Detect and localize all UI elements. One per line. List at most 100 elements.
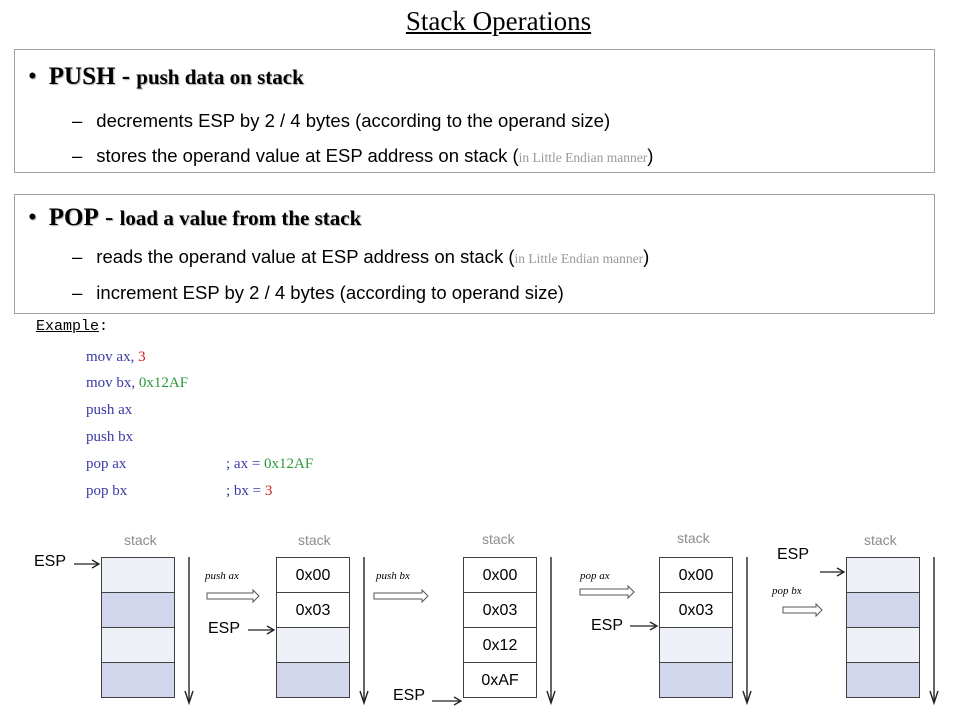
stack-cell: 0xAF: [463, 662, 537, 698]
stack-label: stack: [864, 532, 897, 548]
code-operand: ax: [118, 402, 133, 418]
code-instruction: pop: [86, 456, 113, 472]
code-comment-text: ; bx =: [226, 483, 265, 499]
push-heading: • PUSH - push data on stack: [28, 63, 304, 91]
code-value: 3: [138, 349, 146, 365]
operation-label: push ax: [205, 570, 239, 582]
code-comment-value: 0x12AF: [264, 456, 314, 472]
operation-arrow-icon: [373, 588, 429, 604]
code-line: pop bx ; bx = 3: [86, 483, 272, 500]
arrowhead-icon: [453, 696, 463, 706]
example-label: Example:: [36, 318, 108, 335]
stack-cell: [101, 662, 175, 698]
pop-line-1-close: ): [643, 246, 650, 267]
stack-cell: 0x03: [463, 592, 537, 628]
operation-label: push bx: [376, 570, 410, 582]
push-separator: -: [115, 63, 137, 90]
pop-heading: • POP - load a value from the stack: [28, 204, 361, 232]
esp-label: ESP: [393, 687, 426, 704]
code-instruction: push: [86, 402, 119, 418]
stack-label: stack: [482, 531, 515, 547]
stack-cell: [659, 662, 733, 698]
stack-cell: [101, 557, 175, 593]
code-value: 0x12AF: [138, 375, 189, 391]
arrowhead-icon: [742, 690, 752, 706]
stack-cell: [846, 662, 920, 698]
pop-line-1-note: in Little Endian manner: [514, 251, 644, 266]
stack-cell: [276, 662, 350, 698]
pop-section-box: [14, 194, 935, 314]
code-instruction: mov: [86, 375, 117, 391]
dash-icon: –: [72, 282, 83, 303]
pop-line-2: – increment ESP by 2 / 4 bytes (according…: [72, 282, 564, 304]
pop-line-1-text: reads the operand value at ESP address o…: [96, 246, 515, 267]
push-line-1: – decrements ESP by 2 / 4 bytes (accordin…: [72, 110, 610, 132]
example-label-text: Example: [36, 318, 100, 335]
page-title: Stack Operations: [405, 6, 592, 36]
esp-label: ESP: [34, 553, 67, 570]
stack-label: stack: [124, 532, 157, 548]
stack-cell: 0x03: [659, 592, 733, 628]
dash-icon: –: [72, 110, 83, 131]
push-line-2-note: in Little Endian manner: [518, 150, 648, 165]
esp-label: ESP: [208, 620, 241, 637]
arrowhead-icon: [649, 621, 659, 631]
stack-cell: [276, 627, 350, 663]
push-keyword: PUSH: [48, 63, 116, 90]
code-instruction: push: [86, 429, 119, 445]
arrowhead-icon: [359, 690, 369, 706]
operation-label: pop ax: [580, 570, 610, 582]
operation-arrow-icon: [782, 602, 823, 618]
arrowhead-icon: [929, 690, 939, 706]
pop-separator: -: [98, 204, 120, 231]
code-line: mov bx, 0x12AF: [86, 375, 188, 392]
code-line: mov ax, 3: [86, 349, 146, 366]
code-line: pop ax ; ax = 0x12AF: [86, 456, 313, 473]
stack-cell: [846, 557, 920, 593]
push-section-box: [14, 49, 935, 173]
arrowhead-icon: [266, 625, 276, 635]
example-label-colon: :: [99, 318, 109, 335]
stack-cell: 0x00: [463, 557, 537, 593]
stack-cell: [659, 627, 733, 663]
arrowhead-icon: [184, 690, 194, 706]
push-line-2-close: ): [647, 145, 654, 166]
code-line: push ax: [86, 402, 132, 419]
code-operand: ax: [112, 456, 127, 472]
code-instruction: pop: [86, 483, 113, 499]
stack-label: stack: [298, 532, 331, 548]
bullet-icon: •: [28, 63, 37, 90]
code-operand: ax,: [116, 349, 139, 365]
stack-cell: [846, 627, 920, 663]
stack-cell: 0x00: [276, 557, 350, 593]
push-line-1-text: decrements ESP by 2 / 4 bytes (according…: [96, 110, 611, 131]
dash-icon: –: [72, 145, 83, 166]
code-comment-value: 3: [264, 483, 273, 499]
code-comment: ; ax = 0x12AF: [226, 456, 313, 473]
code-comment: ; bx = 3: [226, 483, 272, 500]
push-description: push data on stack: [136, 65, 304, 89]
arrowhead-icon: [836, 567, 846, 577]
operation-arrow-icon: [579, 584, 635, 600]
stack-label: stack: [677, 530, 710, 546]
stack-cell: 0x03: [276, 592, 350, 628]
pop-line-2-text: increment ESP by 2 / 4 bytes (according …: [96, 282, 564, 303]
push-line-2-text: stores the operand value at ESP address …: [96, 145, 519, 166]
pop-description: load a value from the stack: [119, 206, 362, 230]
pop-line-1: – reads the operand value at ESP address …: [72, 246, 649, 268]
dash-icon: –: [72, 246, 83, 267]
code-line: push bx: [86, 429, 133, 446]
arrowhead-icon: [91, 559, 101, 569]
push-line-2: – stores the operand value at ESP address…: [72, 145, 653, 167]
esp-label: ESP: [591, 617, 624, 634]
stack-cell: [846, 592, 920, 628]
operation-label: pop bx: [772, 585, 802, 597]
operation-arrow-icon: [206, 588, 260, 604]
pop-keyword: POP: [48, 204, 99, 231]
code-comment-text: ; ax =: [226, 456, 265, 472]
esp-label: ESP: [777, 546, 810, 563]
code-operand: bx,: [116, 375, 139, 391]
code-operand: bx: [112, 483, 128, 499]
bullet-icon: •: [28, 204, 37, 231]
